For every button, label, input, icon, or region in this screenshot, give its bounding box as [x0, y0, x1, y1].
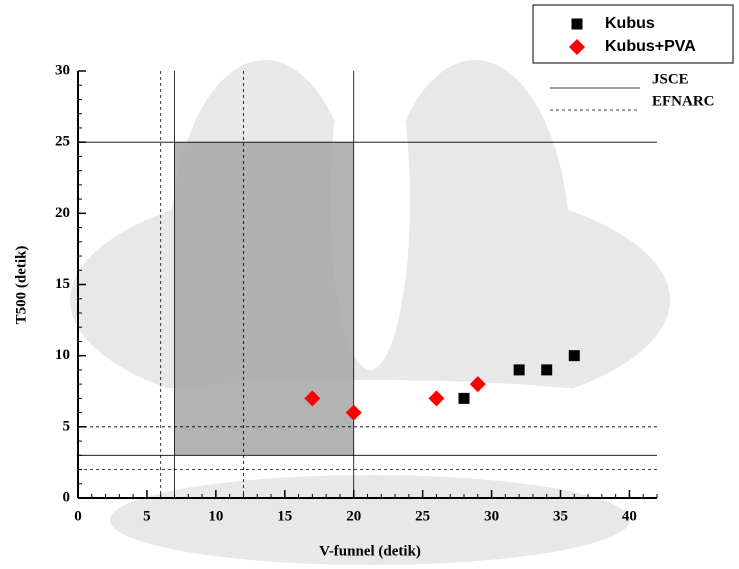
x-tick-label: 35	[553, 508, 568, 524]
shaded-region	[175, 142, 354, 455]
y-tick-label: 10	[55, 347, 70, 363]
x-tick-label: 5	[143, 508, 151, 524]
legend-marker	[572, 19, 583, 30]
x-tick-label: 25	[415, 508, 430, 524]
legend-label: JSCE	[652, 71, 689, 87]
legend-label: EFNARC	[652, 93, 715, 109]
data-point	[541, 364, 552, 375]
data-point	[514, 364, 525, 375]
y-tick-label: 5	[63, 418, 71, 434]
legend-label: Kubus+PVA	[605, 38, 696, 55]
x-tick-label: 30	[484, 508, 499, 524]
y-tick-label: 0	[63, 489, 71, 505]
y-tick-label: 20	[55, 205, 70, 221]
x-axis-label: V-funnel (detik)	[319, 543, 421, 559]
y-tick-label: 15	[55, 276, 70, 292]
x-tick-label: 10	[208, 508, 223, 524]
x-tick-label: 40	[622, 508, 637, 524]
chart: V-funnel (detik) T500 (detik) JSCE EFNARC…	[0, 0, 739, 569]
data-point	[459, 393, 470, 404]
y-axis-label: T500 (detik)	[13, 246, 29, 325]
data-point	[569, 350, 580, 361]
x-tick-label: 20	[346, 508, 361, 524]
y-tick-label: 25	[55, 134, 70, 150]
x-tick-label: 0	[74, 508, 82, 524]
legend-label: Kubus	[605, 15, 655, 32]
y-tick-label: 30	[55, 62, 70, 78]
x-tick-label: 15	[277, 508, 292, 524]
